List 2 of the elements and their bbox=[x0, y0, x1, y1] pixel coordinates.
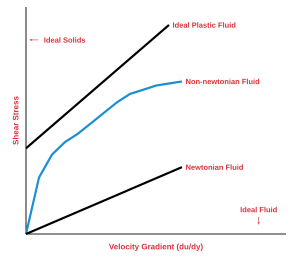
y-axis-title: Shear Stress bbox=[12, 96, 18, 145]
x-axis-title: Velocity Gradient (du/dy) bbox=[108, 244, 203, 251]
